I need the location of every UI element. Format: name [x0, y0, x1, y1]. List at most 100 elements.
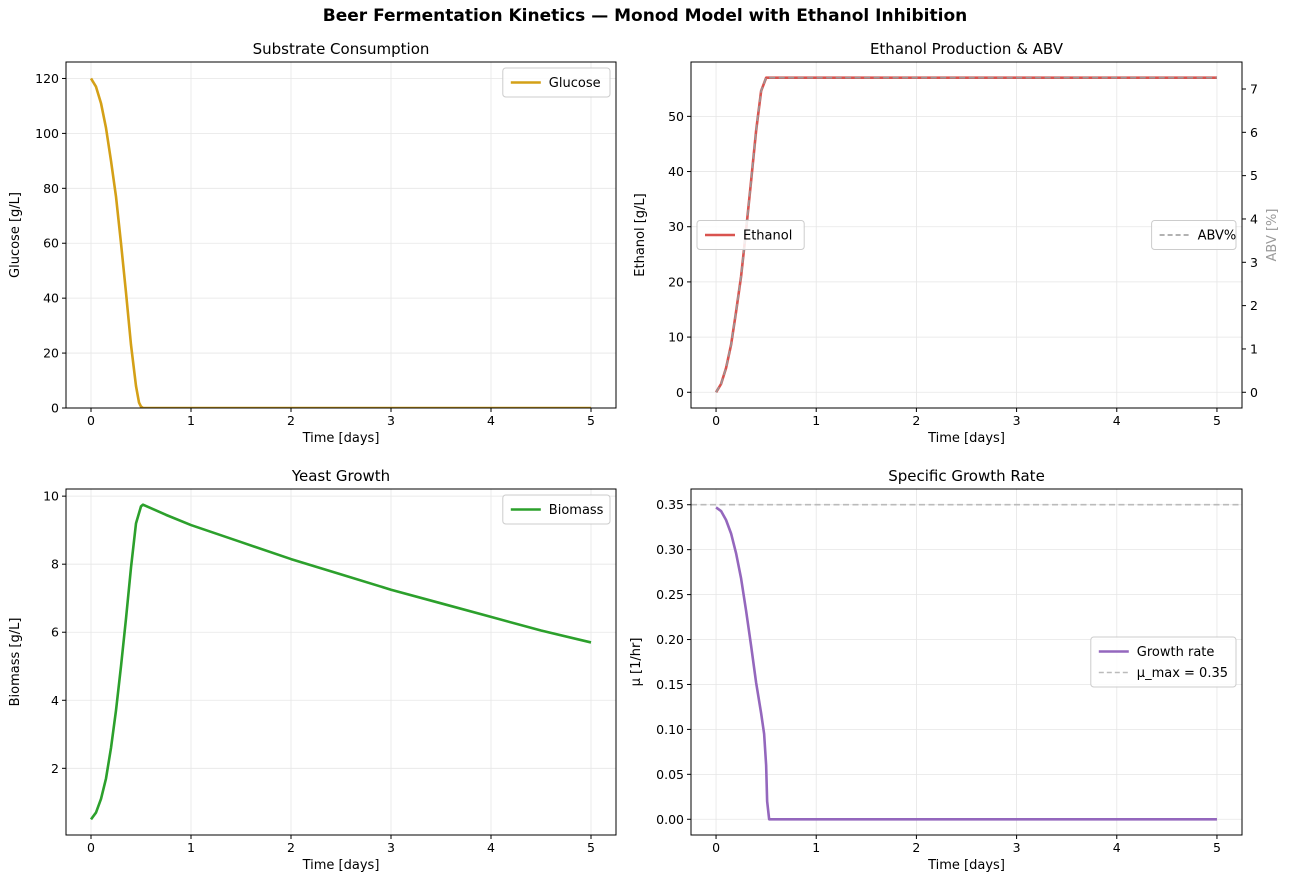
x-tick-label: 0: [87, 840, 95, 855]
chart-title: Yeast Growth: [291, 467, 390, 485]
legend-label: Biomass: [549, 503, 604, 518]
x-tick-label: 5: [1213, 840, 1221, 855]
y-tick-label: 30: [668, 219, 684, 234]
y-tick-label: 4: [51, 693, 59, 708]
chart-4: 0 1 2 3 4 5 0.00 0.05 0.10 0.15 0.20 0.25 0.30 0.35 Sp…: [629, 467, 1243, 873]
y-tick-label: 0.20: [656, 632, 684, 647]
legend-label: μ_max = 0.35: [1137, 666, 1228, 681]
y-tick-label: 6: [51, 625, 59, 640]
x-tick-label: 4: [487, 413, 495, 428]
x-tick-label: 3: [1013, 413, 1021, 428]
legend-label: Glucose: [549, 76, 601, 91]
legend-box: [1090, 636, 1237, 688]
y-tick-label: 0.05: [656, 767, 684, 782]
x-tick-label: 2: [912, 840, 920, 855]
chart-3: 0 1 2 3 4 5 2 4 6 8 10 Yeast Growth Time [days] Bioma…: [8, 467, 617, 873]
series-line-growth-rate: [715, 506, 1217, 821]
y-axis-label: μ [1/hr]: [629, 638, 644, 687]
y-tick-label: 0.00: [656, 812, 684, 827]
series-line-abv-: [715, 76, 1217, 393]
legend-2: Biomass: [502, 494, 611, 525]
x-tick-label: 0: [712, 840, 720, 855]
x-tick-label: 1: [812, 840, 820, 855]
y-axis-label: Ethanol [g/L]: [633, 193, 648, 276]
legend-box: [502, 494, 611, 525]
legend-box: [502, 67, 611, 98]
y-right-tick-label: 7: [1250, 81, 1258, 96]
chart-title: Ethanol Production & ABV: [870, 40, 1064, 58]
x-axis-label: Time [days]: [927, 431, 1005, 446]
y-axis-label: Biomass [g/L]: [8, 618, 23, 707]
legend-label: Growth rate: [1137, 645, 1215, 660]
axes-frame: [65, 61, 617, 409]
y-tick-label: 40: [668, 164, 684, 179]
legend-box: [1151, 220, 1237, 250]
series-line-glucose: [89, 77, 591, 408]
y-right-tick-label: 5: [1250, 168, 1258, 183]
y-tick-label: 10: [668, 330, 684, 345]
y-tick-label: 120: [35, 71, 59, 86]
x-tick-label: 2: [287, 413, 295, 428]
x-tick-label: 2: [912, 413, 920, 428]
y-right-axis-label: ABV [%]: [1265, 209, 1280, 262]
x-tick-label: 4: [487, 840, 495, 855]
legend-label: ABV%: [1198, 229, 1237, 244]
x-tick-label: 2: [287, 840, 295, 855]
legend-box: [696, 220, 805, 250]
y-tick-label: 0.25: [656, 587, 684, 602]
y-tick-label: 2: [51, 761, 59, 776]
legend-label: Ethanol: [743, 229, 792, 244]
legend-1: Ethanol: [696, 220, 805, 250]
x-axis-label: Time [days]: [927, 858, 1005, 873]
x-tick-label: 3: [387, 840, 395, 855]
y-tick-label: 0: [51, 401, 59, 416]
y-tick-label: 60: [43, 236, 59, 251]
y-tick-label: 20: [668, 274, 684, 289]
y-tick-label: 20: [43, 346, 59, 361]
y-tick-label: 50: [668, 109, 684, 124]
x-tick-label: 0: [87, 413, 95, 428]
y-tick-label: 0.35: [656, 497, 684, 512]
y-tick-label: 80: [43, 181, 59, 196]
x-tick-label: 4: [1113, 413, 1121, 428]
y-tick-label: 0.30: [656, 542, 684, 557]
legend-3: Growth rate μ_max = 0.35: [1090, 636, 1237, 688]
chart-title: Specific Growth Rate: [888, 467, 1045, 485]
x-tick-label: 1: [187, 413, 195, 428]
y-tick-label: 100: [35, 126, 59, 141]
y-right-tick-label: 3: [1250, 255, 1258, 270]
y-right-tick-label: 2: [1250, 298, 1258, 313]
y-right-tick-label: 1: [1250, 341, 1258, 356]
y-tick-label: 10: [43, 489, 59, 504]
y-tick-label: 8: [51, 557, 59, 572]
chart-title: Substrate Consumption: [253, 40, 430, 58]
chart-1: 0 1 2 3 4 5 0 20 40 60 80 100 120 Substrate Consumpti…: [8, 40, 617, 446]
series-line-biomass: [89, 503, 592, 821]
y-tick-label: 40: [43, 291, 59, 306]
x-axis-label: Time [days]: [302, 858, 380, 873]
axes-frame: [690, 488, 1243, 836]
y-right-tick-label: 6: [1250, 125, 1258, 140]
x-tick-label: 3: [1013, 840, 1021, 855]
figure-title: Beer Fermentation Kinetics — Monod Model…: [322, 6, 968, 26]
x-tick-label: 5: [587, 413, 595, 428]
x-tick-label: 5: [587, 840, 595, 855]
y-right-tick-label: 4: [1250, 211, 1258, 226]
y-axis-label: Glucose [g/L]: [8, 192, 23, 278]
x-tick-label: 1: [812, 413, 820, 428]
x-tick-label: 5: [1213, 413, 1221, 428]
y-right-tick-label: 0: [1250, 385, 1258, 400]
x-axis-label: Time [days]: [302, 431, 380, 446]
axes-frame: [65, 488, 617, 836]
x-tick-label: 1: [187, 840, 195, 855]
x-tick-label: 3: [387, 413, 395, 428]
x-tick-label: 0: [712, 413, 720, 428]
y-tick-label: 0.15: [656, 677, 684, 692]
y-tick-label: 0: [676, 385, 684, 400]
legend-right-1: ABV%: [1151, 220, 1237, 250]
y-tick-label: 0.10: [656, 722, 684, 737]
x-tick-label: 4: [1113, 840, 1121, 855]
